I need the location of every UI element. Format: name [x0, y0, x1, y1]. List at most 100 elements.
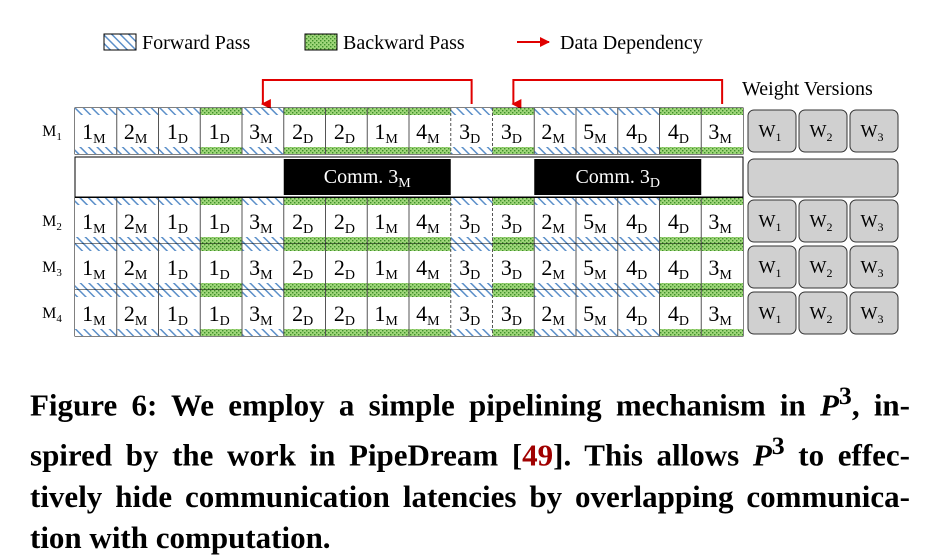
pipeline-cell-band-top — [534, 198, 576, 205]
pipeline-cell-band-top — [325, 198, 368, 205]
pipeline-cell-band-bottom — [576, 283, 618, 290]
pipeline-cell-body — [409, 205, 451, 237]
pipeline-cell-label: 4D — [668, 119, 689, 147]
pipeline-cell-band-top — [158, 244, 201, 251]
pipeline-cell-label: 3M — [708, 255, 732, 283]
pipeline-cell-body — [242, 115, 284, 147]
pipeline-cell-band-bottom — [450, 329, 493, 336]
pipeline-cell-band-bottom — [158, 147, 201, 154]
weight-placeholder — [747, 158, 899, 198]
caption-sup: 3 — [838, 381, 852, 410]
pipeline-cell-band-top — [75, 244, 117, 251]
pipeline-cell-band-bottom — [701, 147, 743, 154]
pipeline-cell-band-top — [576, 108, 618, 115]
pipeline-cell-body — [701, 297, 743, 329]
legend-backward-label: Backward Pass — [343, 32, 465, 54]
pipeline-cell-band-bottom — [576, 237, 618, 244]
pipeline-cell-body — [450, 115, 493, 147]
pipeline-cell-body — [617, 115, 660, 147]
pipeline-cell-band-bottom — [492, 237, 535, 244]
pipeline-cell-band-bottom — [701, 237, 743, 244]
pipeline-cell-band-top — [242, 244, 284, 251]
weight-box-label: W1 — [759, 303, 782, 326]
pipeline-cell-band-top — [116, 244, 159, 251]
pipeline-cell-label: 1D — [167, 119, 188, 147]
pipeline-cell-band-bottom — [659, 329, 702, 336]
pipeline-cell-body — [158, 297, 201, 329]
pipeline-cell-body — [659, 205, 702, 237]
pipeline-cell-body — [158, 115, 201, 147]
pipeline-cell-body — [409, 251, 451, 283]
weight-box — [798, 291, 848, 335]
pipeline-cell-band-bottom — [200, 329, 242, 336]
pipeline-cell-band-bottom — [75, 147, 117, 154]
pipeline-cell-body — [367, 251, 409, 283]
pipeline-cell-band-bottom — [534, 329, 576, 336]
pipeline-cell-label: 2D — [334, 119, 355, 147]
pipeline-cell-band-top — [701, 290, 743, 297]
pipeline-cell-label: 3D — [501, 119, 522, 147]
pipeline-cell-band-bottom — [617, 329, 660, 336]
caption-cite[interactable]: 49 — [522, 437, 554, 473]
pipeline-cell-band-top — [325, 290, 368, 297]
pipeline-cell-band-top — [617, 290, 660, 297]
pipeline-cell-label: 3D — [459, 209, 480, 237]
pipeline-cell-band-top — [659, 244, 702, 251]
pipeline-cell-band-bottom — [409, 147, 451, 154]
pipeline-cell-label: 1D — [209, 119, 230, 147]
pipeline-cell-body — [325, 205, 368, 237]
pipeline-cell-label: 4D — [668, 209, 689, 237]
pipeline-cell-body — [659, 297, 702, 329]
pipeline-cell-band-top — [283, 244, 326, 251]
pipeline-cell-band-top — [116, 198, 159, 205]
pipeline-cell-body — [75, 297, 117, 329]
pipeline-cell-band-top — [450, 198, 493, 205]
comm-block — [283, 159, 451, 195]
pipeline-cell-band-top — [158, 108, 201, 115]
pipeline-cell-label: 2D — [292, 301, 313, 329]
pipeline-cell-band-bottom — [367, 147, 409, 154]
pipeline-diagram: Forward Pass Backward Pass Data Dependency… — [42, 32, 899, 337]
pipeline-cell-band-bottom — [450, 283, 493, 290]
pipeline-cell-band-bottom — [158, 329, 201, 336]
pipeline-cell-body — [325, 297, 368, 329]
pipeline-cell-label: 1D — [167, 255, 188, 283]
pipeline-cell-band-bottom — [450, 237, 493, 244]
pipeline-cell-label: 1D — [167, 209, 188, 237]
pipeline-cell-body — [492, 297, 535, 329]
comm-block — [534, 159, 702, 195]
legend-forward-swatch — [103, 33, 137, 51]
pipeline-cell-band-top — [409, 244, 451, 251]
pipeline-cell-band-top — [409, 198, 451, 205]
pipeline-cell-band-bottom — [659, 283, 702, 290]
pipeline-cell-body — [200, 205, 242, 237]
dependency-arrow-2 — [511, 79, 724, 109]
pipeline-cell-band-top — [367, 108, 409, 115]
pipeline-cell-label: 2M — [541, 301, 565, 329]
pipeline-cell-band-top — [367, 290, 409, 297]
pipeline-cell-band-bottom — [116, 147, 159, 154]
dependency-arrow-1 — [260, 79, 473, 109]
pipeline-cell-band-top — [242, 108, 284, 115]
weight-box — [747, 291, 797, 335]
pipeline-cell-label: 1D — [167, 301, 188, 329]
pipeline-cell-band-bottom — [75, 329, 117, 336]
pipeline-cell-body — [534, 297, 576, 329]
pipeline-cell-band-bottom — [242, 329, 284, 336]
pipeline-cell-label: 1M — [374, 255, 398, 283]
pipeline-cell-label: 2M — [541, 119, 565, 147]
weight-box-label: W2 — [810, 303, 833, 326]
pipeline-cell-label: 3D — [501, 301, 522, 329]
pipeline-cell-band-top — [242, 198, 284, 205]
pipeline-cell-label: 4D — [668, 255, 689, 283]
pipeline-cell-body — [492, 251, 535, 283]
pipeline-cell-label: 2M — [124, 301, 148, 329]
weight-box-label: W2 — [810, 121, 833, 144]
pipeline-cell-band-top — [492, 108, 535, 115]
pipeline-cell-body — [617, 205, 660, 237]
pipeline-cell-label: 1M — [82, 119, 106, 147]
weight-box — [747, 245, 797, 289]
weight-box — [747, 109, 797, 153]
pipeline-cell-band-top — [283, 108, 326, 115]
pipeline-cell-band-top — [450, 108, 493, 115]
